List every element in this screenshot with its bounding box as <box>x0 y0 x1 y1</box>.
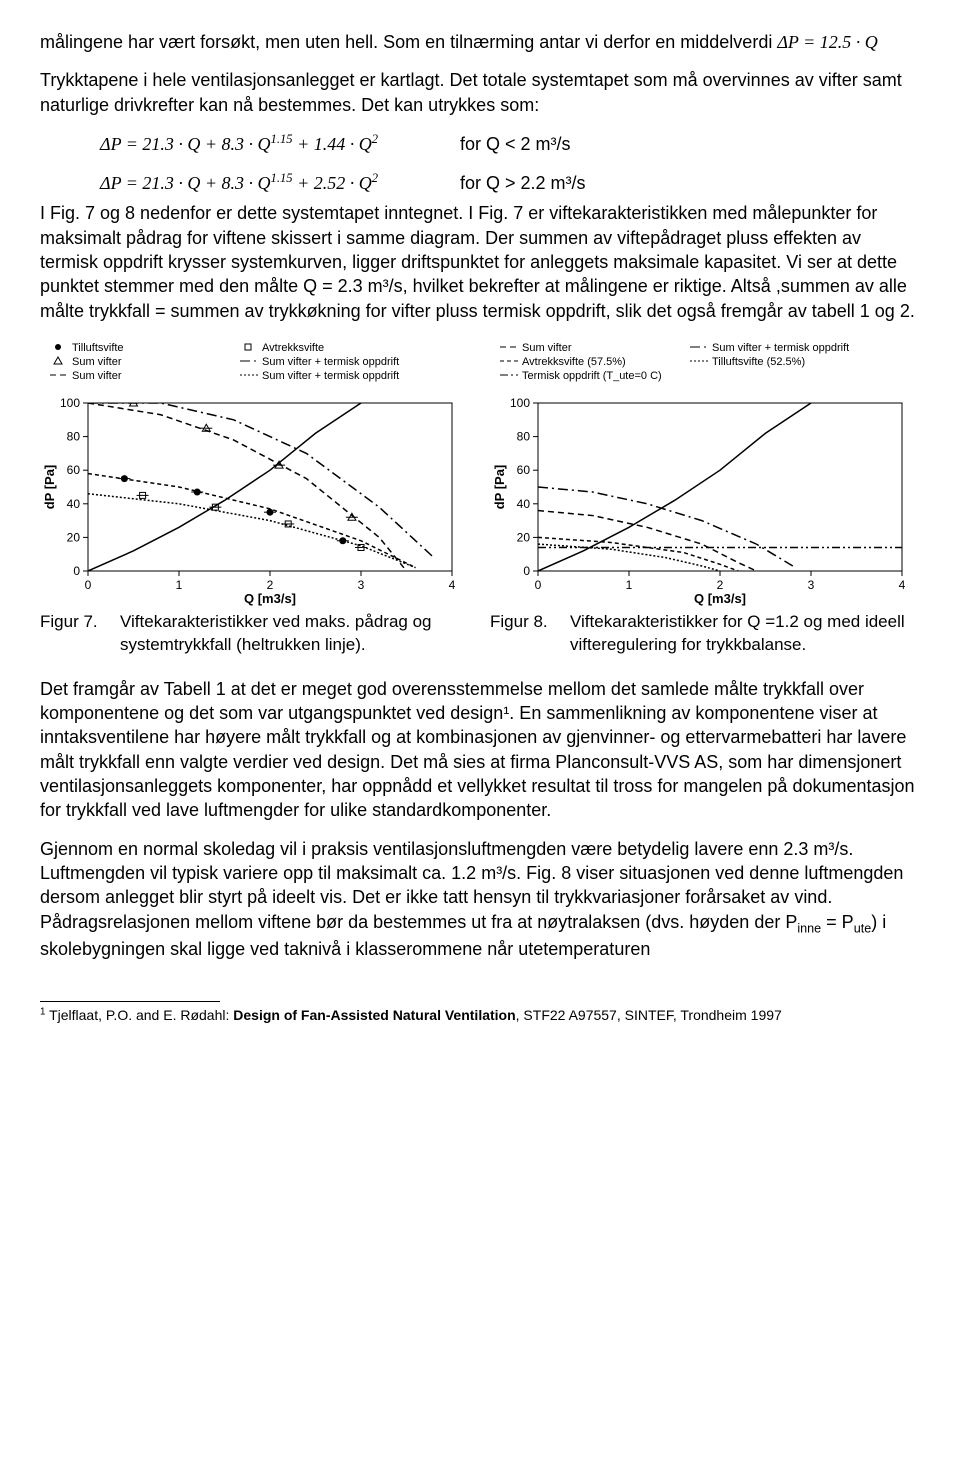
paragraph-3: I Fig. 7 og 8 nedenfor er dette systemta… <box>40 201 920 322</box>
chart-7-svg: Tilluftsvifte Avtrekksvifte Sum vifter Sum … <box>40 337 460 607</box>
svg-text:Q [m3/s]: Q [m3/s] <box>694 591 746 606</box>
figure-7: Tilluftsvifte Avtrekksvifte Sum vifter Sum … <box>40 337 470 607</box>
svg-text:2: 2 <box>267 578 274 592</box>
svg-text:0: 0 <box>85 578 92 592</box>
footnote-rule <box>40 1001 220 1002</box>
svg-text:4: 4 <box>449 578 456 592</box>
svg-text:Tilluftsvifte: Tilluftsvifte <box>72 342 124 354</box>
eq-inline-1: ΔP = 12.5 · Q <box>777 32 877 52</box>
eq-2a-cond: for Q < 2 m³/s <box>460 132 571 156</box>
svg-text:100: 100 <box>60 396 80 410</box>
svg-text:Sum vifter: Sum vifter <box>522 342 572 354</box>
svg-text:Avtrekksvifte (57.5%): Avtrekksvifte (57.5%) <box>522 356 626 368</box>
svg-text:Sum vifter + termisk oppdrift: Sum vifter + termisk oppdrift <box>262 370 399 382</box>
svg-text:Sum vifter + termisk oppdrift: Sum vifter + termisk oppdrift <box>262 356 399 368</box>
svg-text:dP [Pa]: dP [Pa] <box>42 465 57 510</box>
fig7-label: Figur 7. <box>40 611 120 657</box>
svg-text:Q [m3/s]: Q [m3/s] <box>244 591 296 606</box>
svg-text:60: 60 <box>517 463 531 477</box>
svg-text:dP [Pa]: dP [Pa] <box>492 465 507 510</box>
figure-8-caption: Figur 8. Viftekarakteristikker for Q =1.… <box>490 611 920 657</box>
figure-8: Sum vifter Sum vifter + termisk oppdrift A… <box>490 337 920 607</box>
svg-text:80: 80 <box>67 430 81 444</box>
svg-text:Termisk oppdrift (T_ute=0 C): Termisk oppdrift (T_ute=0 C) <box>522 370 662 382</box>
svg-text:Avtrekksvifte: Avtrekksvifte <box>262 342 324 354</box>
svg-text:20: 20 <box>517 530 531 544</box>
svg-text:40: 40 <box>517 497 531 511</box>
eq-2a: ΔP = 21.3 · Q + 8.3 · Q1.15 + 1.44 · Q2 <box>100 131 460 156</box>
svg-text:4: 4 <box>899 578 906 592</box>
svg-text:1: 1 <box>176 578 183 592</box>
svg-text:0: 0 <box>535 578 542 592</box>
fig8-label: Figur 8. <box>490 611 570 657</box>
svg-text:0: 0 <box>523 564 530 578</box>
footnote-1: 1 Tjelflaat, P.O. and E. Rødahl: Design … <box>40 1006 920 1024</box>
svg-text:20: 20 <box>67 530 81 544</box>
paragraph-1: målingene har vært forsøkt, men uten hel… <box>40 30 920 54</box>
svg-text:Sum vifter: Sum vifter <box>72 370 122 382</box>
svg-text:Tilluftsvifte (52.5%): Tilluftsvifte (52.5%) <box>712 356 805 368</box>
eq-2b-cond: for Q > 2.2 m³/s <box>460 171 586 195</box>
svg-text:Sum vifter: Sum vifter <box>72 356 122 368</box>
svg-text:1: 1 <box>626 578 633 592</box>
fig7-text: Viftekarakteristikker ved maks. pådrag o… <box>120 611 470 657</box>
figure-7-caption: Figur 7. Viftekarakteristikker ved maks.… <box>40 611 470 657</box>
paragraph-4: Det framgår av Tabell 1 at det er meget … <box>40 677 920 823</box>
svg-text:40: 40 <box>67 497 81 511</box>
chart-8-svg: Sum vifter Sum vifter + termisk oppdrift A… <box>490 337 910 607</box>
paragraph-5: Gjennom en normal skoledag vil i praksis… <box>40 837 920 962</box>
svg-text:2: 2 <box>717 578 724 592</box>
equation-block: ΔP = 21.3 · Q + 8.3 · Q1.15 + 1.44 · Q2 … <box>100 131 920 196</box>
eq-2b: ΔP = 21.3 · Q + 8.3 · Q1.15 + 2.52 · Q2 <box>100 170 460 195</box>
fig8-text: Viftekarakteristikker for Q =1.2 og med … <box>570 611 920 657</box>
svg-text:3: 3 <box>808 578 815 592</box>
paragraph-2: Trykktapene i hele ventilasjonsanlegget … <box>40 68 920 117</box>
svg-text:60: 60 <box>67 463 81 477</box>
svg-text:80: 80 <box>517 430 531 444</box>
svg-text:Sum vifter + termisk oppdrift: Sum vifter + termisk oppdrift <box>712 342 849 354</box>
svg-text:3: 3 <box>358 578 365 592</box>
svg-text:0: 0 <box>73 564 80 578</box>
svg-text:100: 100 <box>510 396 530 410</box>
